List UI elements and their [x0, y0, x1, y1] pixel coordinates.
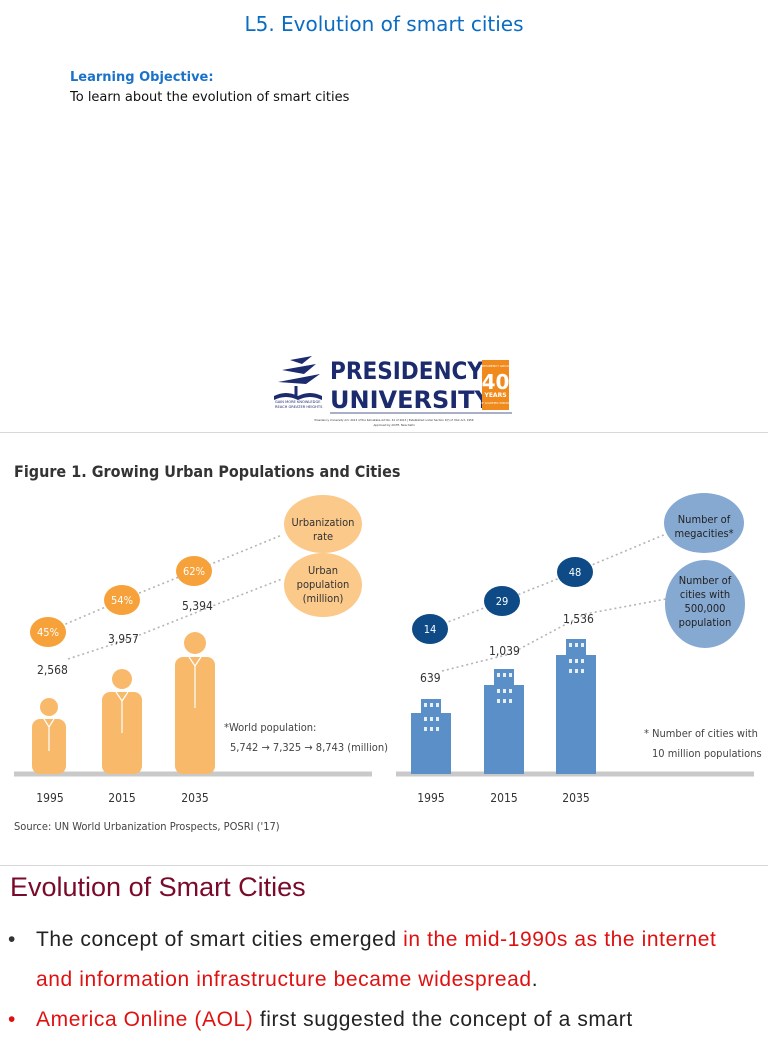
world-population-note-2: 5,742 → 7,325 → 8,743 (million) — [230, 741, 388, 754]
left-panel: 45% 54% 62% 2,568 3,957 5,394 Urbanizati… — [14, 495, 388, 805]
logo-fine-print-2: Approved by AICTE, New Delhi — [373, 423, 414, 427]
population-label: 3,957 — [108, 632, 139, 646]
book-tree-emblem — [274, 356, 322, 400]
megacity-circle: 14 — [412, 614, 448, 644]
population-label: 5,394 — [182, 599, 213, 613]
urban-population-infographic: Figure 1. Growing Urban Populations and … — [0, 432, 768, 866]
rate-label: 45% — [37, 626, 59, 639]
learning-objective-text: To learn about the evolution of smart ci… — [70, 90, 350, 105]
logo-name-top: PRESIDENCY — [330, 357, 483, 385]
bullet-1-highlight: in the mid-1990s as the internet and inf… — [36, 928, 717, 991]
legend-pop-line-1: Urban — [308, 564, 338, 577]
building-bar — [411, 699, 451, 774]
logo-motto-1: GAIN MORE KNOWLEDGE — [275, 400, 321, 404]
badge-number: 40 — [482, 370, 510, 394]
legend-mega-line-2: megacities* — [674, 527, 733, 540]
bullet-2-highlight: America Online (AOL) — [36, 1008, 254, 1031]
year-label: 2035 — [181, 791, 208, 805]
section-title: Evolution of Smart Cities — [10, 872, 306, 902]
world-population-note-1: *World population: — [224, 721, 316, 734]
learning-objective-label: Learning Objective: — [70, 70, 214, 85]
population-label: 2,568 — [37, 663, 68, 677]
building-bar — [484, 669, 524, 774]
year-label: 2015 — [108, 791, 135, 805]
year-label: 2015 — [490, 791, 517, 805]
year-label: 2035 — [562, 791, 589, 805]
logo-name-bottom: UNIVERSITY — [330, 386, 493, 414]
megacity-note-1: * Number of cities with — [644, 727, 758, 740]
rate-circle: 62% — [176, 556, 212, 586]
cities-count-label: 1,536 — [563, 612, 594, 626]
megacity-circle: 29 — [484, 586, 520, 616]
figure-title: Figure 1. Growing Urban Populations and … — [14, 462, 400, 481]
bullet-item: America Online (AOL) first suggested the… — [0, 1000, 768, 1040]
cities-count-label: 1,039 — [489, 644, 520, 658]
legend-urbanization-rate: Urbanization rate — [284, 495, 362, 553]
presidency-university-logo: GAIN MORE KNOWLEDGE REACH GREATER HEIGHT… — [274, 356, 512, 427]
rate-circle: 45% — [30, 617, 66, 647]
legend-rate-line-2: rate — [313, 530, 333, 543]
bullet-2-text: first suggested the concept of a smart — [253, 1008, 633, 1031]
legend-cities-line-3: 500,000 — [685, 602, 726, 615]
logo-motto-2: REACH GREATER HEIGHTS — [275, 405, 323, 409]
logo-fine-print-1: Presidency University Act, 2013 of the K… — [315, 418, 474, 422]
legend-pop-line-2: population — [297, 578, 350, 591]
legend-urban-population: Urban population (million) — [284, 553, 362, 617]
megacity-label: 14 — [424, 623, 437, 636]
legend-mega-line-1: Number of — [678, 513, 731, 526]
lesson-title: L5. Evolution of smart cities — [244, 12, 524, 36]
building-bar — [556, 639, 596, 774]
legend-megacities: Number of megacities* — [664, 493, 744, 553]
legend-cities-line-4: population — [679, 616, 732, 629]
legend-cities-500k: Number of cities with 500,000 population — [665, 560, 745, 648]
year-label: 1995 — [417, 791, 444, 805]
badge-years: YEARS — [483, 392, 506, 399]
megacity-note-2: 10 million populations — [652, 747, 762, 760]
right-panel: 14 29 48 639 1,039 1,536 Number of megac… — [396, 493, 762, 805]
megacity-label: 29 — [496, 595, 509, 608]
cities-count-label: 639 — [420, 671, 441, 685]
figure-source: Source: UN World Urbanization Prospects,… — [14, 820, 280, 833]
year-label: 1995 — [36, 791, 63, 805]
bullet-item: The concept of smart cities emerged in t… — [0, 920, 768, 1000]
legend-rate-line-1: Urbanization — [292, 516, 355, 529]
megacity-circle: 48 — [557, 557, 593, 587]
rate-circle: 54% — [104, 585, 140, 615]
forty-years-badge: PRESIDENCY GROUP 40 YEARS OF ACADEMIC WI… — [480, 360, 511, 410]
rate-label: 62% — [183, 565, 205, 578]
rate-label: 54% — [111, 594, 133, 607]
legend-cities-line-1: Number of — [679, 574, 732, 587]
person-bar — [175, 632, 215, 774]
badge-top: PRESIDENCY GROUP — [480, 364, 511, 368]
bullet-list: The concept of smart cities emerged in t… — [0, 920, 768, 1040]
legend-pop-line-3: (million) — [303, 592, 344, 605]
badge-sub: OF ACADEMIC WISDOM — [480, 401, 510, 405]
megacity-label: 48 — [569, 566, 582, 579]
legend-cities-line-2: cities with — [680, 588, 730, 601]
bullet-1-text: The concept of smart cities emerged — [36, 928, 404, 951]
bullet-1-end: . — [531, 968, 539, 991]
